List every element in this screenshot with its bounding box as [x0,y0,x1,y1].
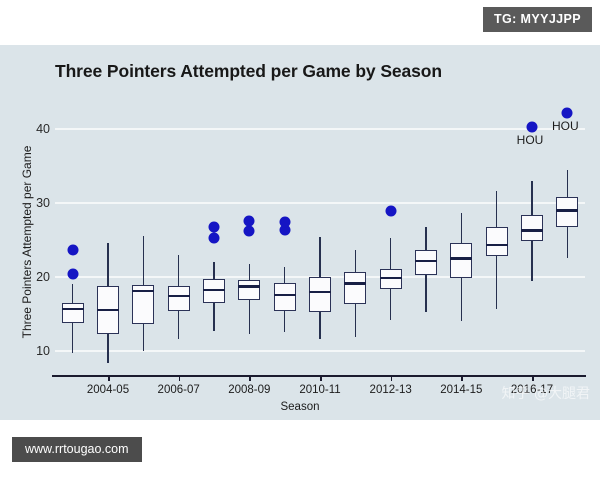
outlier-point [526,121,538,133]
x-axis-tick-label: 2010-11 [299,384,341,396]
box-median-line [132,289,155,292]
x-axis-tick [249,375,251,381]
box-median-line [521,229,543,232]
box-median-line [167,294,190,298]
x-axis-title: Season [280,401,320,413]
box-plot-box [273,283,296,311]
outlier-point [561,107,573,119]
x-axis-tick-label: 2004-05 [86,384,130,396]
gridline [55,349,585,352]
x-axis-tick [178,375,181,381]
zhihu-watermark: 知乎 @大腿君 [501,386,590,402]
box-plot-box [238,279,261,300]
box-median-line [379,277,402,280]
outlier-point [243,215,255,227]
x-axis-tick-label: 2008-09 [228,384,271,396]
box-plot-box [167,285,190,311]
box-median-line [203,289,225,292]
x-axis-tick [320,375,322,381]
box-plot-box [521,214,543,242]
plot-area: HOU HOU [55,100,585,380]
page-title: Three Pointers Attempted per Game by Sea… [55,61,442,81]
box-median-line [97,308,119,312]
box-median-line [556,209,579,212]
box-plot-box [485,227,508,257]
box-median-line [450,257,473,260]
outlier-label: HOU [516,133,544,148]
x-axis-tick [390,375,393,381]
outlier-point [208,221,220,233]
outlier-point [67,244,79,256]
bottom-white-band: www.rrtougao.com [0,420,600,480]
y-axis-tick-label: 10 [36,343,50,358]
box-median-line [485,244,508,247]
box-plot-box [556,197,579,227]
x-axis-tick [461,375,463,381]
gridline [55,128,585,131]
outlier-point [279,216,291,228]
x-axis-tick-label: 2006-07 [157,384,200,396]
box-median-line [344,282,367,285]
telegram-tag-badge: TG: MYYJJPP [482,7,592,32]
y-axis-tick-labels: 10 20 30 40 [18,100,50,380]
x-axis-tick [532,375,534,381]
box-median-line [238,285,261,288]
x-axis-line [52,375,586,377]
y-axis-tick-label: 40 [36,122,50,137]
box-plot-box [450,242,473,278]
outlier-point [208,232,220,244]
outlier-label: HOU [551,118,579,133]
box-plot-box [415,250,437,276]
outlier-point [385,205,397,217]
outlier-point [67,268,79,280]
box-plot-box [309,276,331,313]
gridline [55,202,585,205]
box-plot-box [61,303,84,324]
y-axis-tick-label: 20 [36,269,50,284]
y-axis-tick-label: 30 [36,196,50,211]
box-median-line [61,308,84,311]
outlier-point [279,224,291,236]
chart-panel: Three Pointers Attempted per Game by Sea… [0,45,600,420]
box-plot-box [132,284,155,324]
box-plot-box [344,272,367,305]
x-axis-tick-label: 2012-13 [369,384,412,396]
outlier-point [243,225,255,237]
top-white-band: TG: MYYJJPP [0,0,600,45]
box-median-line [415,259,437,262]
x-axis-tick [108,375,110,381]
box-median-line [273,294,296,297]
site-url-badge: www.rrtougao.com [12,437,142,462]
x-axis-tick-label: 2014-15 [440,384,483,396]
box-median-line [309,291,331,294]
x-axis-tick-label: 2016-17 [510,384,554,396]
